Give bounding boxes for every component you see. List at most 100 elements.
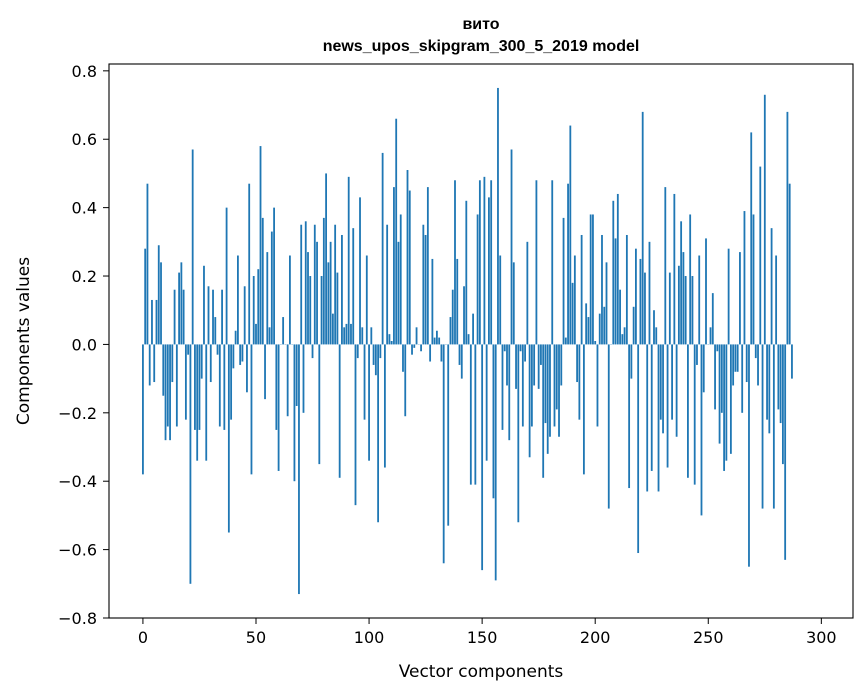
bar [420,344,422,352]
bar [512,262,515,345]
plot-frame [108,63,854,619]
bar [302,344,305,413]
bar [510,149,513,345]
y-tick-label: 0.2 [72,267,97,286]
bar [580,234,583,345]
bar [750,132,753,345]
bar [277,344,280,471]
bar [214,317,217,345]
bar [616,193,619,345]
bar [148,344,151,386]
bar [607,344,610,509]
bar [564,337,567,345]
bar [673,193,676,345]
bar [709,327,712,345]
bar [530,344,533,427]
bar [187,344,190,355]
bar [162,344,165,396]
bar [157,245,160,345]
bar [569,125,572,345]
bar [650,344,653,471]
bar [768,344,771,434]
bar [180,262,183,345]
bar [761,344,764,509]
bar [318,344,321,465]
y-axis-label: Components values [14,257,34,425]
bar [239,344,242,365]
bar [374,344,377,376]
bar [770,228,773,345]
bar [696,344,698,365]
bar [589,214,592,345]
bar [390,341,393,345]
bar [476,214,479,345]
bar [232,344,235,369]
bar [334,224,337,345]
bar [451,289,454,345]
bar [585,303,588,345]
bar [700,344,703,516]
bar [664,187,667,345]
bar [246,344,248,393]
bar [619,289,621,345]
bar [436,330,438,345]
bar [322,217,325,345]
bar [648,241,651,345]
bar [241,344,244,362]
bar [499,255,502,345]
bar [203,265,205,345]
bar [714,344,716,410]
bar [483,176,486,345]
bar [632,306,635,345]
bar [458,344,461,365]
bar [184,344,187,420]
bar [601,234,603,345]
bar [347,176,350,345]
bar [463,286,465,345]
bar [741,344,744,413]
bar [442,344,445,564]
bar [614,238,617,345]
bar [289,255,291,345]
x-tick-label: 300 [806,628,837,647]
bar [438,337,441,345]
bar [759,166,762,345]
bar [537,344,540,389]
bar [252,276,255,345]
bar [763,94,766,345]
x-tick-label: 0 [138,628,148,647]
bar [655,327,658,345]
bar [506,344,508,386]
bar [250,344,253,475]
bar [173,289,176,345]
bar [259,146,262,345]
bar [422,224,425,345]
bar [687,344,689,478]
bar [142,344,144,475]
bar [225,207,228,345]
bar [772,344,775,509]
bar [160,262,162,345]
chart-title: вито [462,16,499,33]
bar [623,327,626,345]
bar [729,344,732,454]
bar [549,344,551,437]
bar [472,313,474,345]
bar [497,87,499,345]
bar [169,344,171,441]
bar [320,276,323,345]
bar [734,344,737,372]
bar [207,286,210,345]
x-axis-ticks: 0 50 100 150 200 250 300 [138,618,837,647]
bar [223,344,226,430]
bar [171,344,174,383]
bar [164,344,167,441]
bar [248,183,251,345]
bar [508,344,511,441]
bar [216,344,219,355]
x-tick-label: 50 [246,628,266,647]
bar [175,344,178,427]
bar [237,255,239,345]
y-axis-ticks: −0.8 −0.6 −0.4 −0.2 0.0 0.2 0.4 0.6 0.8 [58,62,109,628]
bar [668,272,671,345]
